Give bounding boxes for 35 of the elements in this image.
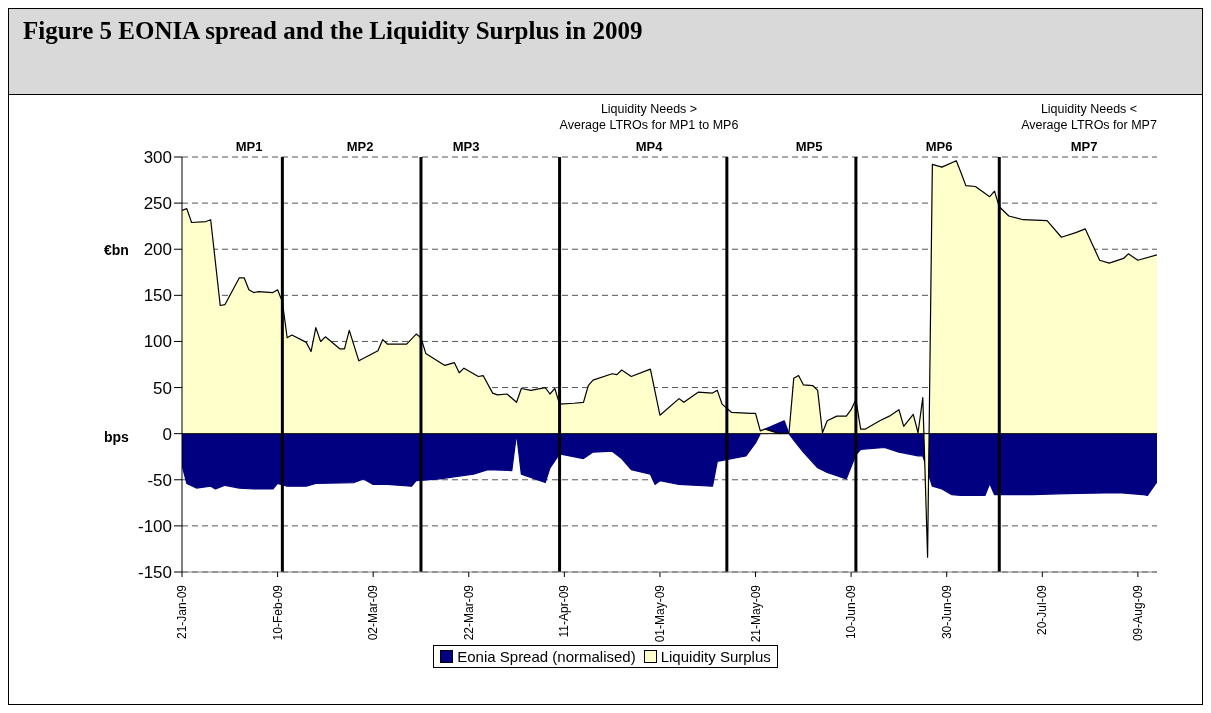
x-tick-label: 22-Mar-09 [461, 584, 476, 641]
x-tick-label: 10-Feb-09 [270, 584, 285, 641]
x-tick-label: 21-Jan-09 [175, 584, 189, 640]
text: MP6 [924, 139, 954, 155]
text: MP4 [634, 139, 664, 155]
x-tick-label: 11-Apr-09 [557, 584, 572, 638]
x-tick-label: 02-Mar-09 [366, 584, 381, 641]
x-tick-label: 01-May-09 [652, 584, 667, 643]
x-tick-label: 10-Jun-09 [844, 584, 859, 640]
y-tick-label: -50 [147, 470, 172, 490]
y-tick-label: -100 [137, 516, 172, 536]
y-tick-label: 50 [153, 378, 172, 398]
y-tick-label: 0 [162, 424, 172, 444]
y-tick-label: 250 [143, 194, 172, 214]
y-tick-label: 150 [143, 286, 172, 306]
text: MP7 [1069, 139, 1099, 155]
y-tick-label: 100 [143, 332, 172, 352]
x-tick-label: 09-Aug-09 [1130, 584, 1145, 642]
text: MP3 [451, 139, 481, 155]
text: MP1 [234, 139, 264, 155]
x-tick-label: 30-Jun-09 [939, 584, 954, 640]
x-tick-label: 21-May-09 [748, 584, 763, 643]
legend-label: Liquidity Surplus [659, 648, 771, 665]
text: Liquidity Needs < Average LTROs for MP7 [1020, 101, 1158, 133]
text: MP5 [794, 139, 824, 155]
y-tick-label: 300 [143, 148, 172, 168]
chart-title: Figure 5 EONIA spread and the Liquidity Surplus in 2009 [9, 9, 1202, 95]
x-tick-label: 20-Jul-09 [1035, 584, 1050, 636]
text: Liquidity Needs > Average LTROs for MP1 to MP6 [558, 101, 740, 133]
y-axis-title: €bn [104, 242, 129, 258]
y-tick-label: -150 [137, 563, 172, 583]
text: MP2 [345, 139, 375, 155]
text: bps [104, 429, 130, 445]
y-tick-label: 200 [143, 240, 172, 260]
legend-label: Eonia Spread (normalised) [456, 648, 636, 665]
